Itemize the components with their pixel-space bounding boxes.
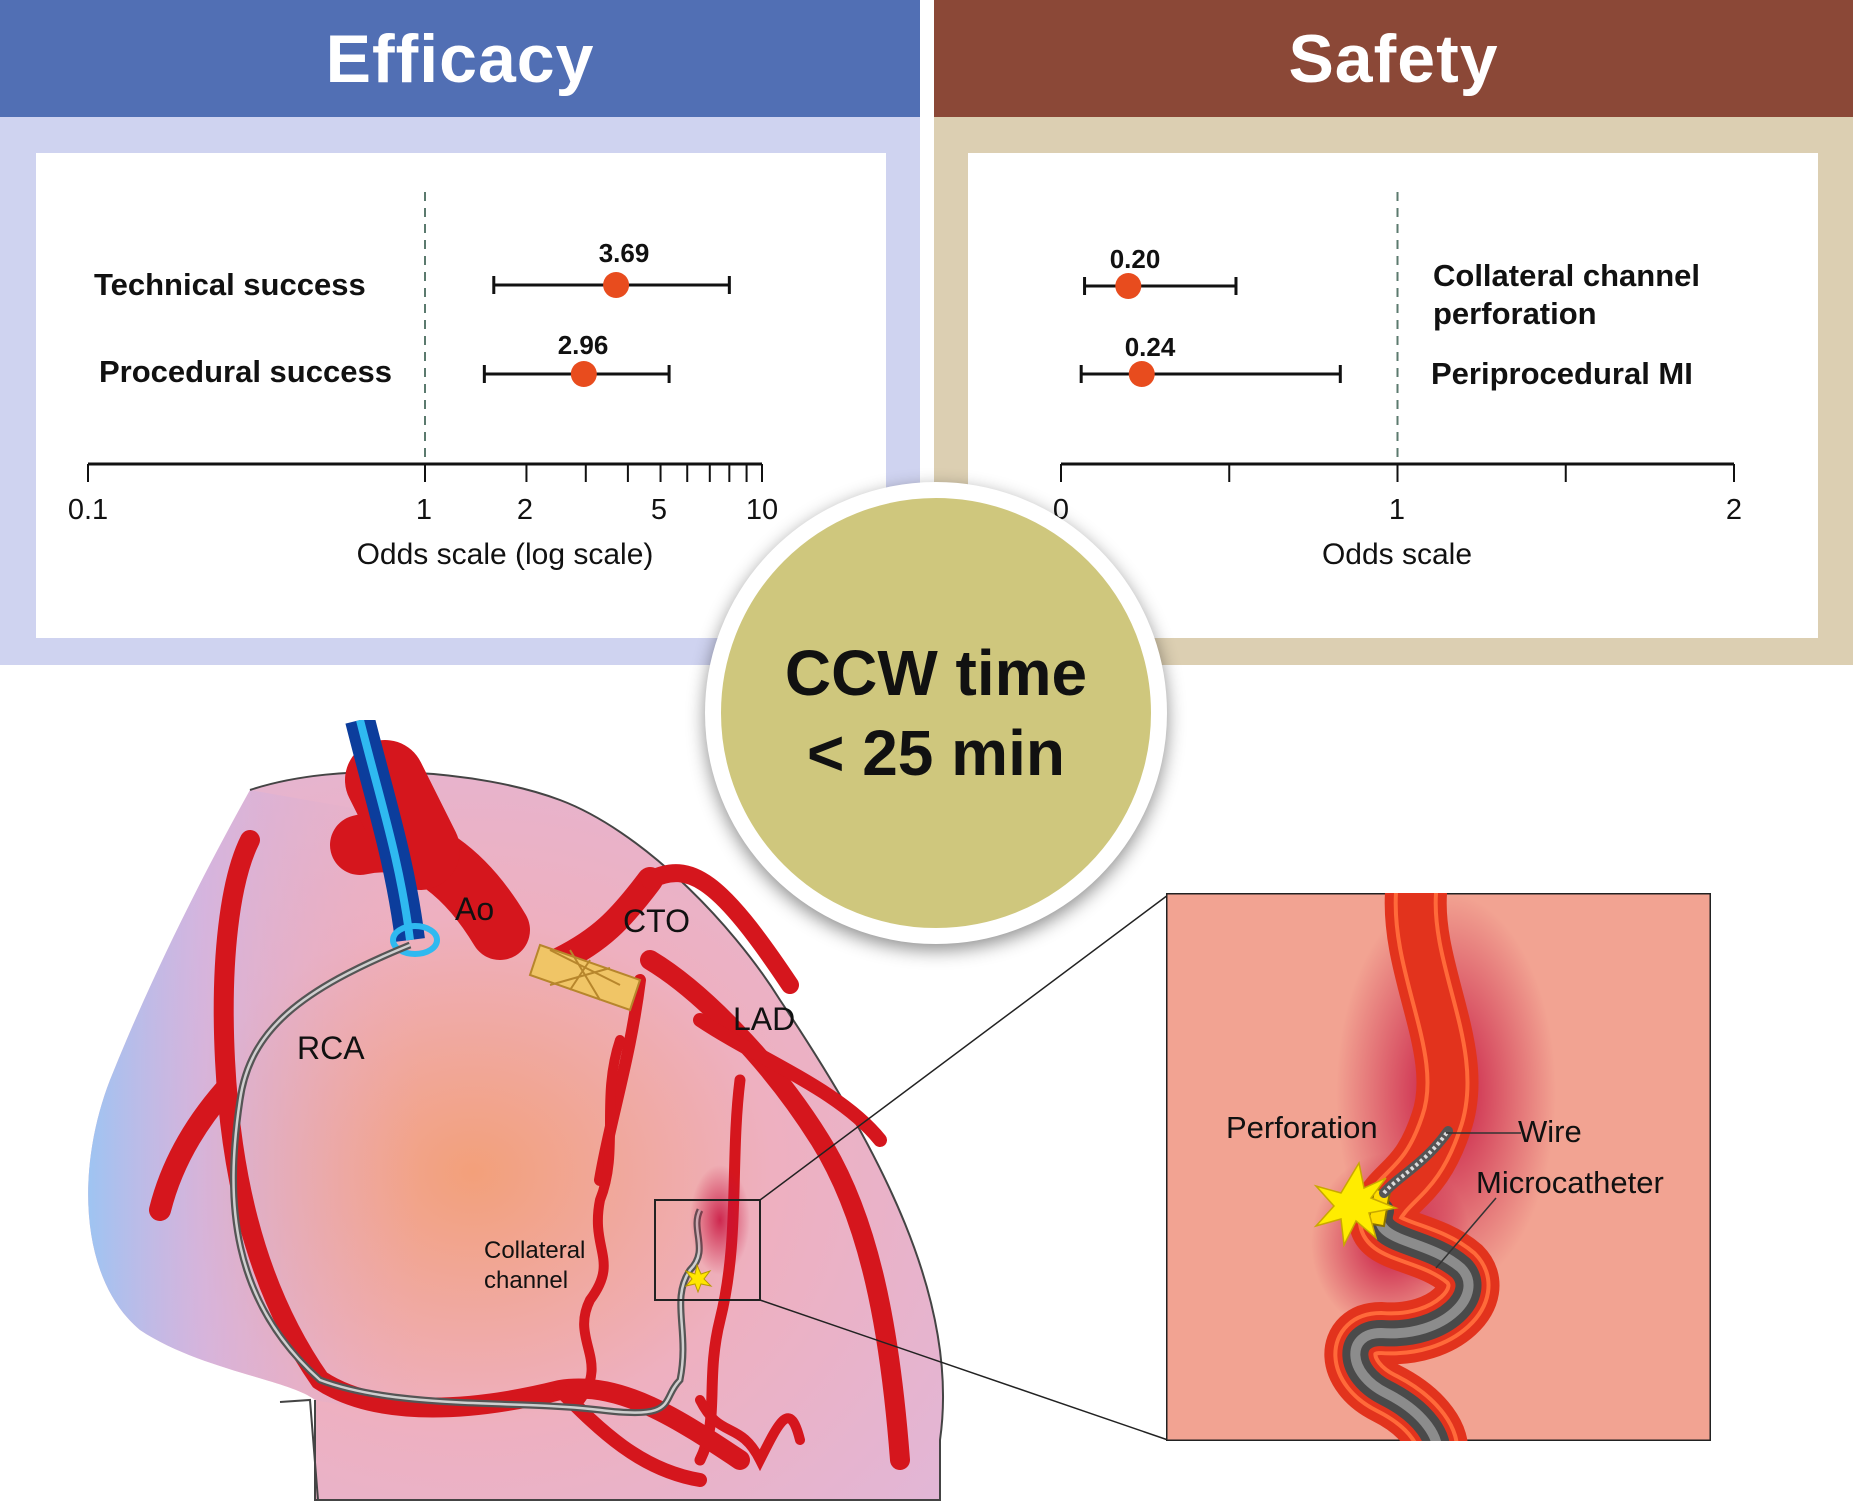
- perforation-star-small: [684, 1263, 713, 1294]
- row-label-technical-success: Technical success: [94, 267, 366, 302]
- guide-catheter: [345, 720, 440, 957]
- label-collateral-line1: Collateral: [484, 1237, 585, 1264]
- perforation-blush: [690, 1165, 750, 1275]
- badge-line1: CCW time: [784, 637, 1088, 709]
- saf-tick-2: 2: [1725, 494, 1743, 526]
- zoom-box: [654, 1199, 761, 1301]
- label-collateral-line2: channel: [484, 1267, 568, 1294]
- value-label-technical-success: 3.69: [598, 238, 650, 268]
- efficacy-plot-card: [36, 153, 886, 638]
- eff-tick-0-1: 0.1: [67, 494, 109, 526]
- saf-tick-1: 1: [1388, 494, 1406, 526]
- efficacy-point-estimate: [570, 361, 597, 387]
- perforation-inset: Perforation Wire Microcatheter: [1166, 893, 1711, 1441]
- label-ao: Ao: [455, 891, 494, 927]
- safety-forest-plot: [1060, 192, 1735, 482]
- heart-shape: [88, 770, 945, 1501]
- zoom-line-bottom: [759, 1299, 1169, 1441]
- eff-tick-1: 1: [415, 494, 433, 526]
- cto-stent: [528, 943, 642, 1012]
- eff-tick-5: 5: [650, 494, 668, 526]
- value-label-periprocedural-mi: 0.24: [1124, 332, 1176, 362]
- value-label-procedural-success: 2.96: [557, 330, 609, 360]
- microcatheter: [1342, 1198, 1482, 1441]
- badge-line2: < 25 min: [807, 717, 1065, 789]
- zoom-line-top: [759, 894, 1169, 1201]
- row-label-collateral-perforation-line2: perforation: [1433, 296, 1597, 331]
- row-label-procedural-success: Procedural success: [99, 354, 392, 389]
- row-label-collateral-perforation-line1: Collateral channel: [1433, 258, 1701, 293]
- perforation-star-large: [1313, 1160, 1399, 1248]
- heart-illustration: Ao CTO LAD RCA Collateral channel: [88, 720, 1169, 1501]
- safety-point-estimate: [1128, 361, 1155, 387]
- label-rca: RCA: [297, 1030, 365, 1066]
- safety-point-estimate: [1115, 273, 1142, 299]
- label-perforation: Perforation: [1226, 1110, 1378, 1145]
- label-lad: LAD: [733, 1001, 795, 1037]
- microcatheter-leader: [1435, 1197, 1497, 1269]
- safety-plot-card: [968, 153, 1818, 638]
- safety-header: Safety: [934, 0, 1853, 117]
- value-label-collateral-perforation: 0.20: [1109, 244, 1161, 274]
- efficacy-header: Efficacy: [0, 0, 920, 117]
- ccw-time-badge: CCW time < 25 min: [705, 482, 1167, 944]
- efficacy-point-estimate: [603, 272, 630, 298]
- label-microcatheter: Microcatheter: [1476, 1165, 1664, 1200]
- label-cto: CTO: [623, 903, 690, 939]
- eff-tick-10: 10: [745, 494, 779, 526]
- efficacy-axis-title: Odds scale (log scale): [356, 538, 654, 571]
- row-label-periprocedural-mi: Periprocedural MI: [1431, 356, 1693, 391]
- eff-tick-2: 2: [516, 494, 534, 526]
- label-wire: Wire: [1518, 1114, 1582, 1149]
- efficacy-forest-plot: [87, 192, 763, 482]
- safety-axis-title: Odds scale: [1321, 538, 1473, 571]
